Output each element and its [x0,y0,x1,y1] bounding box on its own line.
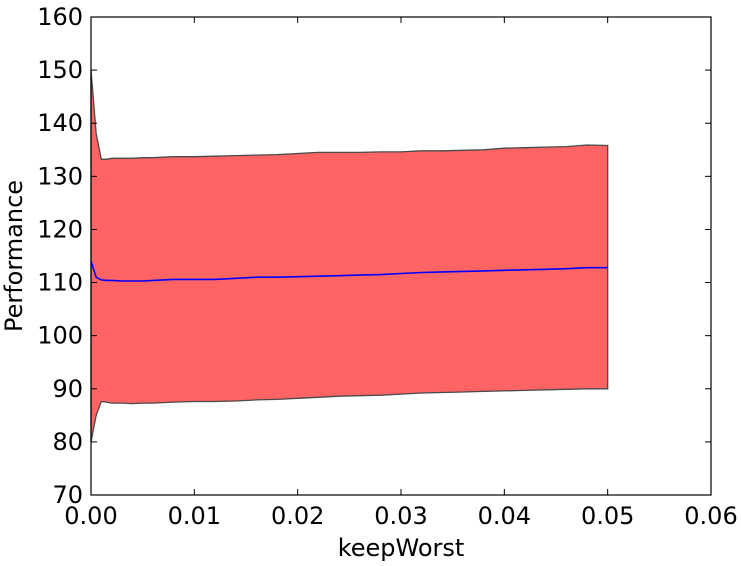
y-tick-label: 160 [37,3,83,31]
y-tick-label: 130 [37,162,83,190]
axes: 0.00 0.01 0.02 0.03 0.04 0.05 0.06 70 80 90 100 110… [37,3,738,530]
mean-line [90,261,608,282]
x-tick-label: 0.03 [374,502,427,530]
y-tick-label: 100 [37,322,83,350]
y-tick-label: 120 [37,215,83,243]
x-tick-label: 0.05 [581,502,634,530]
y-tick-label: 110 [37,269,83,297]
y-tick-label: 150 [37,56,83,84]
y-tick-label: 140 [37,109,83,137]
x-tick-label: 0.01 [168,502,221,530]
x-tick-label: 0.04 [478,502,531,530]
plot-area [90,70,609,443]
x-axis-label: keepWorst [338,534,465,562]
y-axis-label: Performance [0,180,28,332]
y-tick-label: 80 [52,428,83,456]
y-tick-label: 90 [52,375,83,403]
y-tick-label: 70 [52,481,83,509]
x-tick-label: 0.02 [271,502,324,530]
x-tick-label: 0.06 [684,502,737,530]
x-tick-label: 0.00 [64,502,117,530]
std-band-area [90,70,609,443]
